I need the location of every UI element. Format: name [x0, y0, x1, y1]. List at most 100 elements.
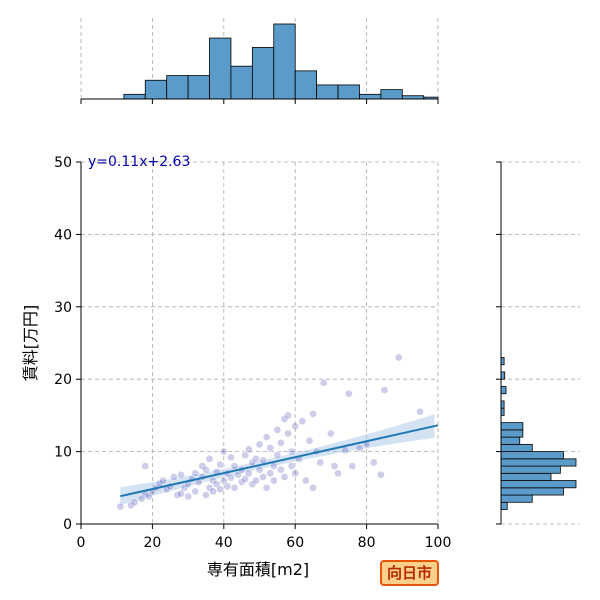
scatter-point: [266, 444, 275, 452]
scatter-point: [184, 492, 192, 501]
scatter-point: [227, 453, 235, 462]
scatter-point: [255, 440, 264, 449]
top-hist-bar: [251, 47, 275, 100]
right-hist-bar: [500, 501, 508, 510]
scatter-point: [316, 458, 325, 467]
scatter-point: [355, 444, 364, 452]
x-tick-label: 20: [143, 535, 161, 551]
y-tick-label: 40: [54, 227, 72, 243]
scatter-point: [216, 485, 225, 494]
confidence-band: [120, 414, 435, 506]
scatter-point: [191, 487, 200, 496]
scatter-point: [216, 460, 225, 469]
y-tick-label: 50: [54, 155, 72, 171]
scatter-point: [277, 465, 285, 474]
scatter-point: [116, 502, 125, 511]
scatter-point: [327, 429, 335, 438]
scatter-point: [227, 473, 235, 482]
scatter-point: [202, 465, 210, 474]
scatter-point: [344, 389, 353, 398]
top-hist-bar: [144, 79, 168, 100]
scatter-point: [244, 445, 253, 454]
top-hist-bar: [337, 84, 360, 100]
top-hist-bar: [187, 75, 210, 100]
top-hist-bar: [230, 65, 253, 100]
top-hist-bar: [123, 93, 146, 100]
top-hist-bar: [294, 70, 318, 100]
scatter-point: [291, 469, 300, 478]
scatter-point: [177, 470, 185, 479]
regression-line: [120, 424, 439, 498]
right-hist-bar: [500, 422, 524, 431]
scatter-point: [241, 475, 250, 483]
top-hist-bar: [359, 93, 382, 100]
main-scatter-plot: 0 20 40 60 80 100 0 10 20 30 40 50: [54, 155, 451, 551]
scatter-point: [130, 498, 139, 507]
scatter-point: [259, 473, 267, 481]
scatter-point: [273, 451, 282, 460]
scatter-point: [244, 469, 253, 478]
scatter-point: [255, 465, 264, 474]
scatter-point: [219, 476, 228, 485]
scatter-point: [273, 426, 282, 434]
right-hist-bar: [500, 386, 507, 395]
x-tick-label: 0: [77, 535, 86, 551]
scatter-point: [205, 454, 214, 463]
scatter-point: [209, 487, 217, 496]
scatter-point: [319, 378, 328, 387]
scatter-point: [341, 446, 350, 455]
scatter-point: [291, 422, 300, 431]
scatter-point: [269, 476, 278, 485]
y-tick-label: 10: [54, 445, 72, 461]
scatter-point: [348, 462, 357, 470]
scatter-point: [191, 469, 200, 478]
scatter-point: [377, 470, 385, 479]
x-tick-label: 40: [215, 535, 233, 551]
scatter-point: [284, 411, 292, 420]
scatter-point: [223, 482, 232, 491]
scatter-point: [305, 436, 314, 445]
x-axis-label: 専有面積[m2]: [207, 560, 309, 579]
scatter-point: [287, 447, 296, 456]
scatter-point: [369, 458, 378, 467]
scatter-point: [262, 433, 271, 441]
y-tick-label: 0: [63, 517, 72, 533]
x-tick-label: 80: [358, 535, 376, 551]
scatter-point: [330, 462, 339, 470]
right-hist-bar: [500, 451, 564, 460]
scatter-point: [202, 491, 210, 499]
top-hist-bar: [166, 75, 189, 100]
right-hist-bar: [500, 429, 524, 438]
right-hist-bar: [500, 436, 521, 445]
scatter-point: [302, 476, 310, 485]
scatter-point: [262, 483, 271, 492]
scatter-point: [394, 353, 403, 362]
right-hist-bar: [500, 458, 577, 467]
scatter-point: [241, 451, 250, 460]
scatter-point: [230, 483, 239, 492]
scatter-point: [219, 447, 228, 456]
right-hist-bar: [500, 494, 533, 503]
scatter-point: [334, 469, 342, 478]
x-tick-label: 60: [286, 535, 304, 551]
right-hist-bar: [500, 472, 552, 481]
scatter-point: [141, 462, 150, 470]
scatter-point: [169, 473, 178, 481]
scatter-point: [177, 489, 185, 498]
scatter-point: [230, 462, 239, 470]
regression-equation: y=0.11x+2.63: [88, 154, 190, 170]
scatter-point: [269, 462, 278, 470]
scatter-point: [266, 469, 275, 478]
y-tick-label: 30: [54, 300, 72, 316]
right-histogram: [496, 161, 580, 525]
scatter-point: [252, 454, 260, 463]
top-hist-bar: [316, 84, 339, 100]
scatter-point: [159, 476, 167, 485]
top-hist-bar: [209, 37, 232, 100]
scatter-point: [252, 476, 260, 485]
top-histogram: [80, 18, 439, 104]
scatter-point: [416, 407, 424, 416]
right-hist-bar: [500, 487, 564, 496]
scatter-point: [298, 417, 307, 426]
